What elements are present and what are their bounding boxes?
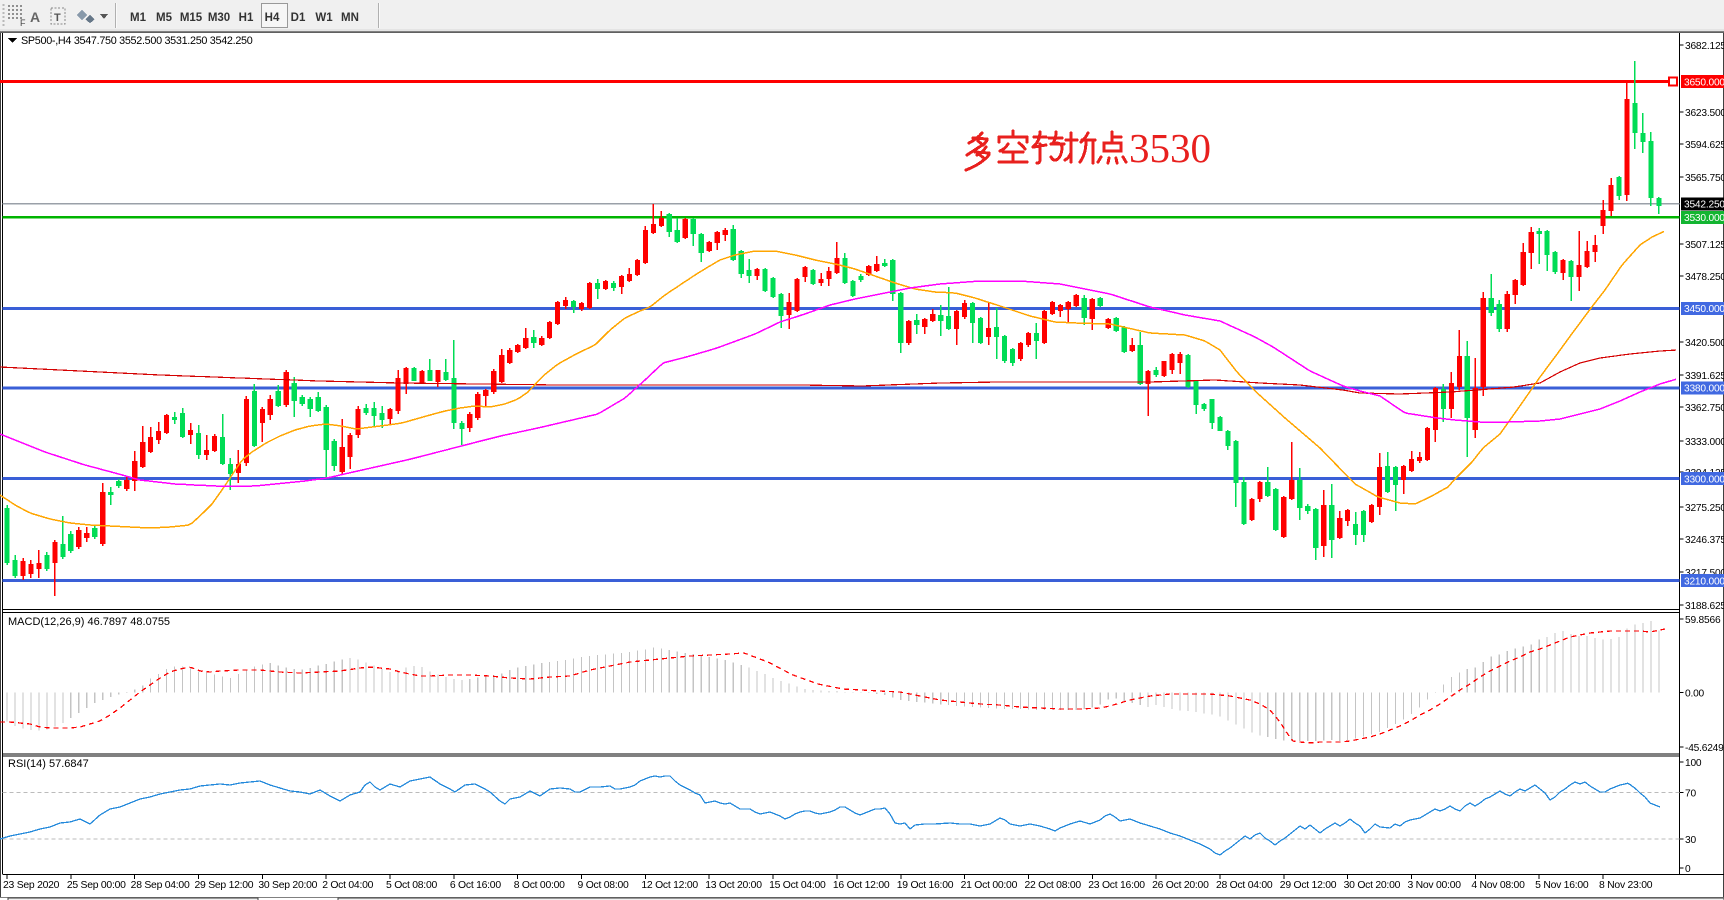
svg-text:30: 30 (1685, 835, 1696, 846)
svg-text:3594.625: 3594.625 (1685, 140, 1724, 151)
svg-text:15 Oct 04:00: 15 Oct 04:00 (769, 880, 826, 891)
svg-text:3450.000: 3450.000 (1684, 304, 1724, 315)
svg-text:0.00: 0.00 (1685, 688, 1705, 699)
svg-text:3217.500: 3217.500 (1685, 568, 1724, 579)
svg-text:0: 0 (1685, 864, 1691, 875)
svg-text:3246.375: 3246.375 (1685, 535, 1724, 546)
svg-text:12 Oct 12:00: 12 Oct 12:00 (641, 880, 698, 891)
svg-text:W1: W1 (315, 12, 333, 24)
svg-text:3650.000: 3650.000 (1684, 77, 1724, 88)
svg-text:3 Nov 00:00: 3 Nov 00:00 (1407, 880, 1461, 891)
svg-text:A: A (30, 9, 40, 25)
svg-text:3623.500: 3623.500 (1685, 108, 1724, 119)
svg-text:19 Oct 16:00: 19 Oct 16:00 (897, 880, 954, 891)
svg-text:9 Oct 08:00: 9 Oct 08:00 (578, 880, 629, 891)
svg-text:3188.625: 3188.625 (1685, 601, 1724, 612)
svg-text:3530.000: 3530.000 (1684, 213, 1724, 224)
svg-text:M5: M5 (156, 12, 173, 24)
svg-text:22 Oct 08:00: 22 Oct 08:00 (1024, 880, 1081, 891)
svg-text:M15: M15 (180, 12, 203, 24)
svg-text:3362.750: 3362.750 (1685, 403, 1724, 414)
svg-text:SP500-,H4 3547.750 3552.500 3: SP500-,H4 3547.750 3552.500 3531.250 354… (21, 35, 253, 47)
svg-text:MACD(12,26,9) 46.7897 48.0755: MACD(12,26,9) 46.7897 48.0755 (8, 616, 170, 628)
svg-text:M30: M30 (208, 12, 230, 24)
svg-text:MN: MN (341, 12, 359, 24)
svg-text:28 Oct 04:00: 28 Oct 04:00 (1216, 880, 1273, 891)
svg-text:8 Nov 23:00: 8 Nov 23:00 (1599, 880, 1653, 891)
svg-text:3380.000: 3380.000 (1684, 384, 1724, 395)
svg-text:H1: H1 (239, 12, 254, 24)
svg-text:26 Oct 20:00: 26 Oct 20:00 (1152, 880, 1209, 891)
svg-text:F: F (20, 18, 26, 28)
svg-text:29 Oct 12:00: 29 Oct 12:00 (1280, 880, 1337, 891)
svg-text:13 Oct 20:00: 13 Oct 20:00 (705, 880, 762, 891)
svg-text:4 Nov 08:00: 4 Nov 08:00 (1471, 880, 1525, 891)
svg-text:D1: D1 (291, 12, 306, 24)
svg-text:2 Oct 04:00: 2 Oct 04:00 (322, 880, 373, 891)
svg-text:3300.000: 3300.000 (1684, 474, 1724, 485)
svg-text:3275.250: 3275.250 (1685, 503, 1724, 514)
svg-text:3420.500: 3420.500 (1685, 338, 1724, 349)
svg-text:H4: H4 (265, 12, 280, 24)
svg-text:25 Sep 00:00: 25 Sep 00:00 (67, 880, 126, 891)
svg-text:-45.6249: -45.6249 (1685, 743, 1724, 754)
svg-text:3478.250: 3478.250 (1685, 272, 1724, 283)
svg-text:3682.125: 3682.125 (1685, 41, 1724, 52)
svg-text:28 Sep 04:00: 28 Sep 04:00 (131, 880, 190, 891)
svg-text:30 Oct 20:00: 30 Oct 20:00 (1344, 880, 1401, 891)
svg-text:21 Oct 00:00: 21 Oct 00:00 (961, 880, 1018, 891)
svg-text:100: 100 (1685, 758, 1702, 769)
svg-text:16 Oct 12:00: 16 Oct 12:00 (833, 880, 890, 891)
svg-text:23 Oct 16:00: 23 Oct 16:00 (1088, 880, 1145, 891)
svg-text:70: 70 (1685, 788, 1696, 799)
svg-text:5 Oct 08:00: 5 Oct 08:00 (386, 880, 437, 891)
svg-text:M1: M1 (130, 12, 147, 24)
svg-text:59.8566: 59.8566 (1685, 615, 1721, 626)
svg-text:3333.000: 3333.000 (1685, 437, 1724, 448)
svg-text:29 Sep 12:00: 29 Sep 12:00 (195, 880, 254, 891)
svg-text:5 Nov 16:00: 5 Nov 16:00 (1535, 880, 1589, 891)
svg-text:30 Sep 20:00: 30 Sep 20:00 (258, 880, 317, 891)
svg-text:RSI(14) 57.6847: RSI(14) 57.6847 (8, 758, 89, 770)
svg-text:3210.000: 3210.000 (1684, 577, 1724, 588)
svg-text:3507.125: 3507.125 (1685, 240, 1724, 251)
svg-text:T: T (54, 12, 61, 24)
svg-text:3391.625: 3391.625 (1685, 371, 1724, 382)
svg-text:8 Oct 00:00: 8 Oct 00:00 (514, 880, 565, 891)
svg-text:23 Sep 2020: 23 Sep 2020 (3, 880, 60, 891)
svg-text:3565.750: 3565.750 (1685, 173, 1724, 184)
svg-text:6 Oct 16:00: 6 Oct 16:00 (450, 880, 501, 891)
svg-text:3542.250: 3542.250 (1684, 200, 1724, 211)
svg-text:3530: 3530 (1129, 125, 1211, 171)
